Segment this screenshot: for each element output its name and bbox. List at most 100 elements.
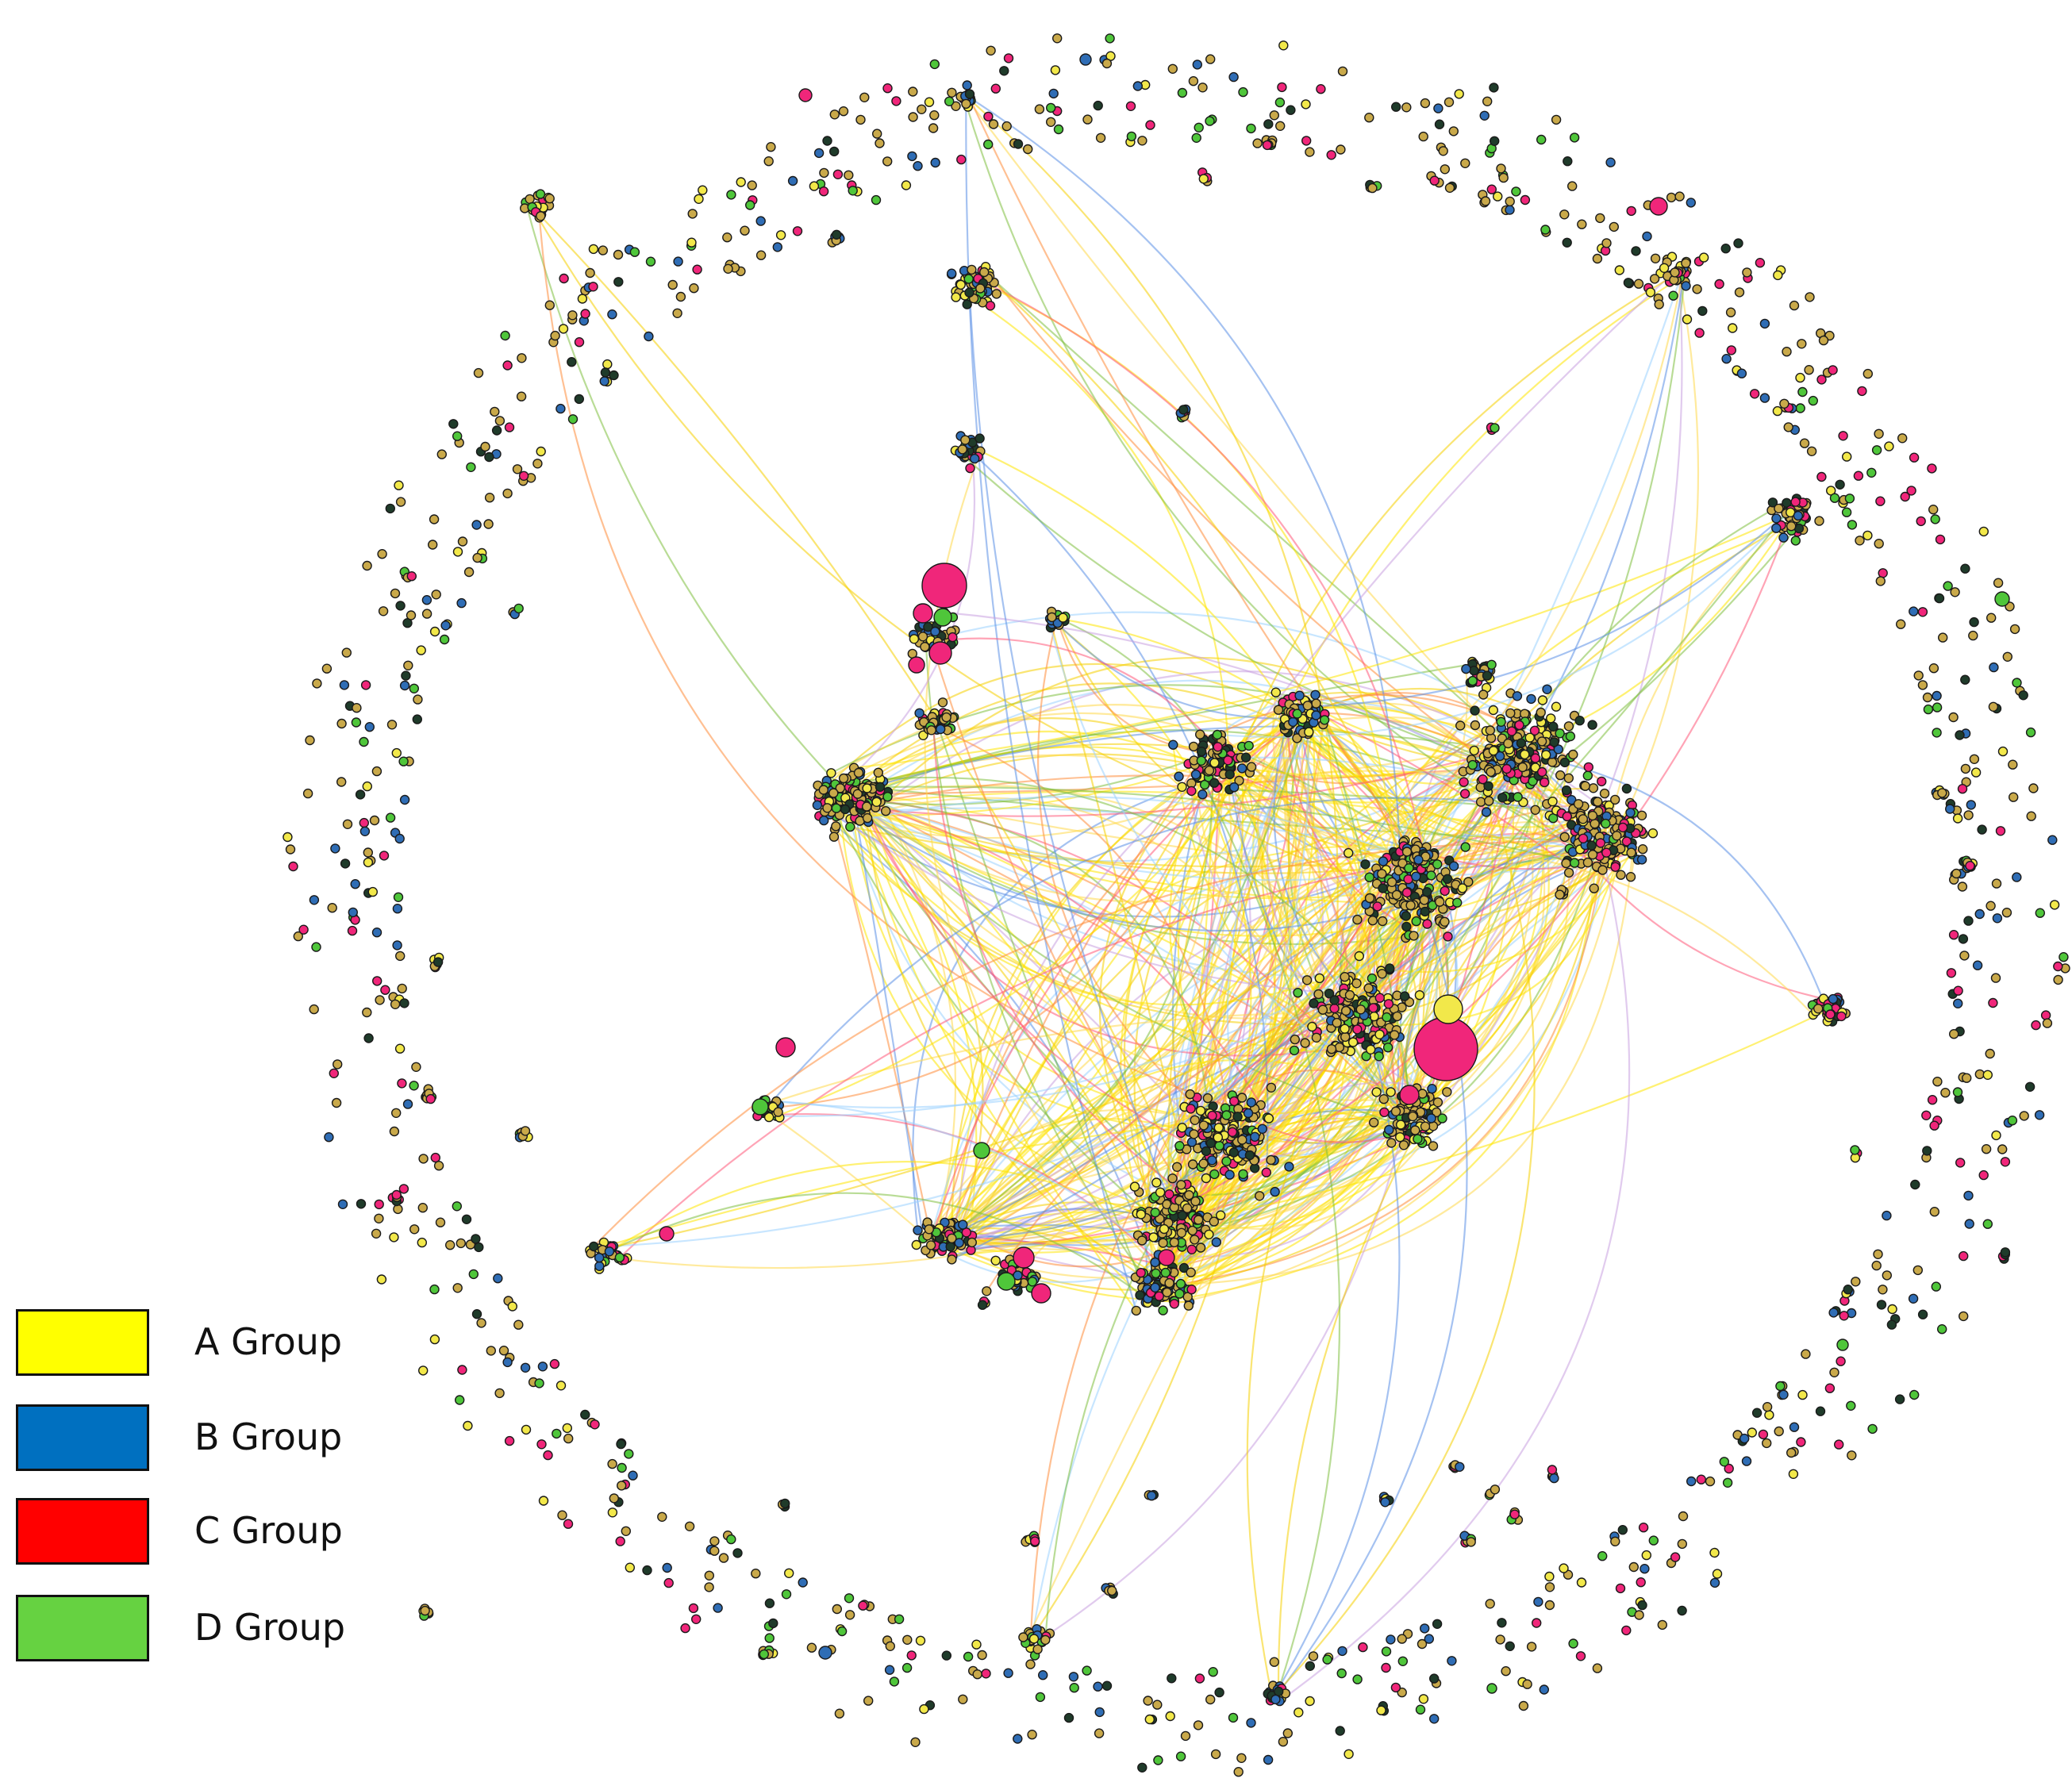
node: [625, 1562, 635, 1573]
node: [1492, 191, 1503, 202]
node: [600, 367, 611, 378]
node: [452, 1201, 462, 1212]
node: [436, 449, 447, 459]
node: [389, 1126, 400, 1137]
node: [880, 806, 891, 816]
node: [1202, 1093, 1213, 1104]
node-clusters: [387, 89, 2011, 1707]
node: [1761, 1438, 1772, 1449]
node: [1559, 209, 1570, 220]
node: [1243, 1108, 1254, 1119]
node: [1725, 307, 1736, 317]
node: [1774, 503, 1784, 514]
node: [951, 292, 961, 302]
node: [1489, 83, 1499, 93]
node: [615, 1536, 625, 1546]
node: [385, 812, 396, 823]
node: [1426, 870, 1436, 881]
edge: [1031, 1104, 1262, 1638]
node: [502, 360, 513, 371]
node: [983, 111, 994, 122]
node: [1727, 323, 1738, 333]
node: [692, 264, 702, 275]
node: [1789, 300, 1800, 311]
edge: [1278, 815, 1631, 1702]
node: [452, 547, 463, 557]
node: [1696, 1474, 1707, 1484]
node: [1311, 698, 1321, 709]
node: [1304, 727, 1314, 737]
node: [614, 1252, 625, 1263]
node: [356, 1199, 367, 1209]
node: [466, 462, 476, 472]
node: [2049, 900, 2060, 910]
node: [1958, 1250, 1969, 1262]
node: [1517, 762, 1528, 773]
node: [1137, 1762, 1147, 1773]
node: [398, 756, 409, 766]
node: [1547, 721, 1559, 732]
node: [1278, 1736, 1289, 1747]
node: [393, 1204, 403, 1215]
node: [494, 1388, 505, 1399]
node: [1367, 915, 1378, 926]
node: [1475, 797, 1486, 807]
node: [1215, 1210, 1226, 1220]
edge: [1400, 278, 1700, 1118]
node: [1937, 788, 1947, 798]
node: [882, 83, 893, 94]
node: [1198, 174, 1209, 184]
node: [1816, 471, 1827, 482]
node: [937, 697, 948, 708]
edge: [937, 725, 1149, 1300]
node: [1563, 156, 1573, 167]
node: [1374, 993, 1386, 1003]
node: [1797, 1389, 1808, 1400]
node: [490, 406, 500, 417]
node: [364, 722, 375, 732]
node: [1917, 607, 1928, 617]
node: [369, 815, 380, 826]
node: [1293, 987, 1303, 998]
node: [359, 817, 369, 828]
node: [1025, 1659, 1036, 1669]
node: [1815, 1406, 1826, 1416]
node: [1910, 1179, 1920, 1190]
edge: [970, 97, 1401, 901]
node: [963, 274, 974, 284]
node: [1932, 702, 1943, 712]
node: [362, 1007, 372, 1018]
edge: [932, 722, 1194, 1200]
node: [1082, 114, 1093, 125]
node: [1772, 405, 1783, 417]
node: [1263, 1113, 1274, 1123]
edge: [948, 735, 1218, 1235]
node: [1518, 1700, 1529, 1711]
node: [549, 1358, 560, 1369]
node: [435, 1217, 446, 1227]
edge: [1277, 1123, 1422, 1690]
node: [2028, 783, 2039, 793]
node: [1193, 1720, 1204, 1730]
node: [429, 1334, 440, 1345]
node: [1793, 510, 1804, 521]
node: [431, 590, 441, 600]
node: [662, 1562, 672, 1573]
node: [845, 821, 855, 832]
node: [1909, 606, 1919, 616]
node: [1576, 1577, 1587, 1588]
node: [1932, 728, 1942, 738]
node: [1469, 745, 1479, 756]
edge: [1208, 770, 1405, 847]
node: [1159, 1223, 1170, 1235]
node: [621, 1526, 631, 1537]
node: [1759, 318, 1770, 329]
node: [1726, 345, 1737, 355]
node: [1882, 1210, 1892, 1221]
node: [1851, 1277, 1861, 1287]
node: [1360, 859, 1370, 870]
node: [1428, 1673, 1440, 1684]
node: [1526, 1642, 1537, 1652]
node: [1378, 1093, 1390, 1104]
node: [1544, 1600, 1555, 1611]
